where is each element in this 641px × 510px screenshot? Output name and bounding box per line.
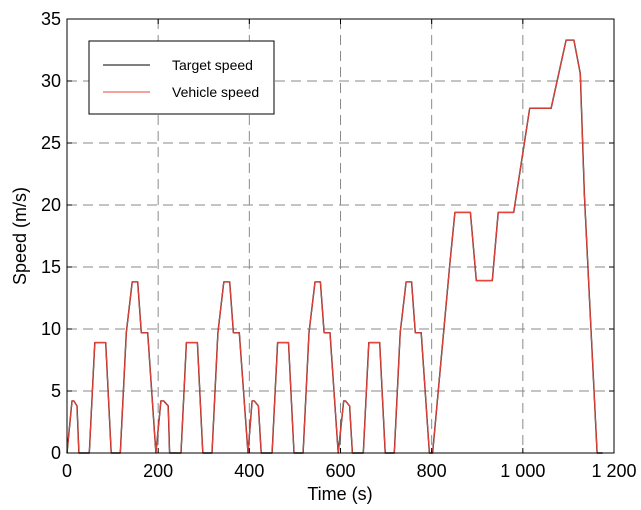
x-tick-label: 200 <box>143 461 173 481</box>
x-tick-label: 1 000 <box>500 461 545 481</box>
y-tick-label: 25 <box>41 133 61 153</box>
x-tick-label: 800 <box>417 461 447 481</box>
y-tick-label: 10 <box>41 319 61 339</box>
y-tick-label: 0 <box>51 443 61 463</box>
y-axis-title: Speed (m/s) <box>10 187 30 285</box>
legend-label-vehicle-speed: Vehicle speed <box>172 84 259 100</box>
legend-label-target-speed: Target speed <box>172 57 253 73</box>
x-tick-label: 0 <box>62 461 72 481</box>
y-tick-label: 5 <box>51 381 61 401</box>
legend: Target speed Vehicle speed <box>88 40 275 115</box>
y-tick-label: 20 <box>41 195 61 215</box>
label-layer: 0 200 400 600 800 1 000 1 200 0 5 10 15 20 25 30 35 <box>41 9 637 481</box>
y-tick-label: 30 <box>41 71 61 91</box>
x-tick-label: 1 200 <box>591 461 636 481</box>
y-tick-label: 35 <box>41 9 61 29</box>
legend-box <box>88 40 275 115</box>
x-axis-title: Time (s) <box>307 484 372 504</box>
series-line-vehicle-speed <box>66 39 603 454</box>
series-layer <box>66 39 603 454</box>
tick-layer <box>66 18 615 454</box>
x-tick-label: 600 <box>325 461 355 481</box>
y-tick-label: 15 <box>41 257 61 277</box>
x-tick-label: 400 <box>234 461 264 481</box>
